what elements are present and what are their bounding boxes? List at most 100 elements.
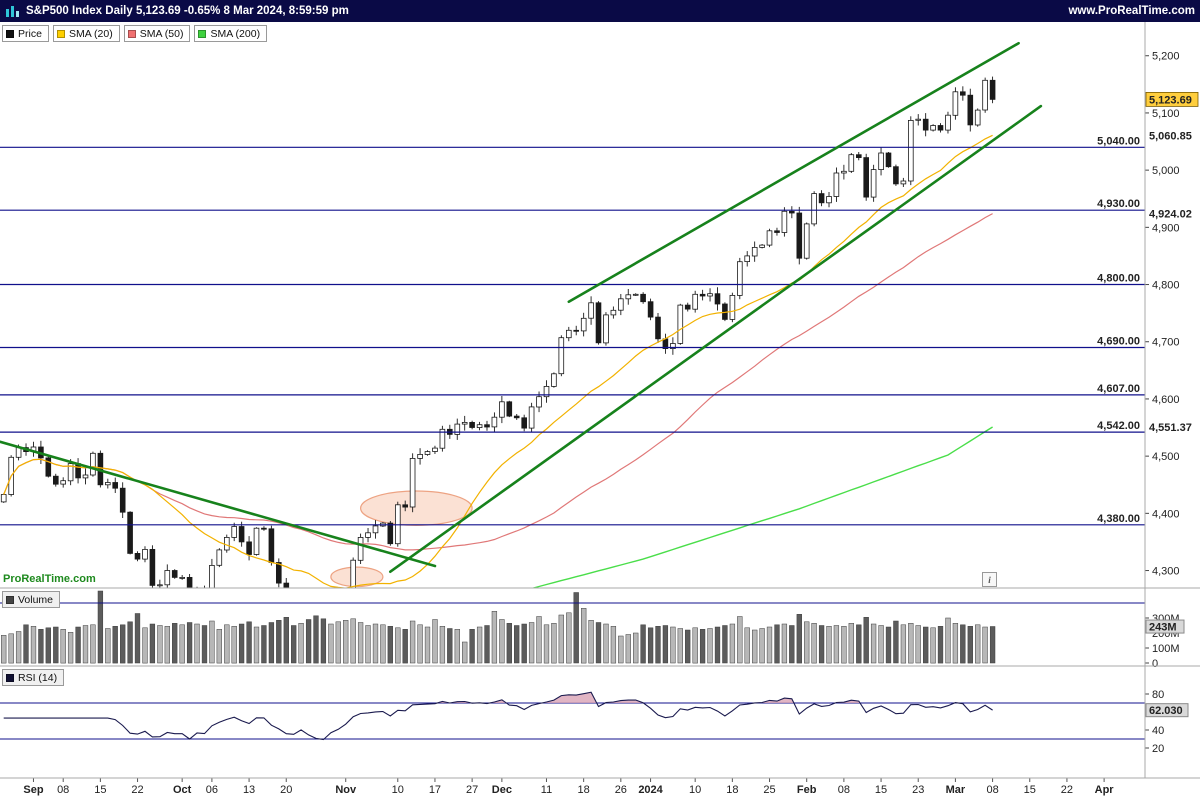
svg-text:0: 0 [1152, 658, 1158, 670]
svg-text:15: 15 [1024, 784, 1036, 796]
legend-sma200[interactable]: SMA (200) [194, 25, 268, 42]
candles-layer [0, 76, 996, 588]
level-label: 4,690.00 [1097, 336, 1140, 348]
svg-text:22: 22 [1061, 784, 1073, 796]
svg-text:10: 10 [392, 784, 404, 796]
level-label: 4,542.00 [1097, 420, 1140, 432]
svg-text:Apr: Apr [1095, 784, 1115, 796]
rsi-legend-label: RSI (14) [18, 671, 58, 684]
svg-text:4,800: 4,800 [1152, 280, 1180, 292]
website-link[interactable]: www.ProRealTime.com [1068, 5, 1195, 17]
rsi-swatch-icon [6, 673, 14, 682]
svg-text:15: 15 [94, 784, 106, 796]
highlight-ellipse [360, 490, 473, 526]
rsi-axis[interactable]: 80 40 20 62.030 [1145, 689, 1189, 755]
level-label: 4,380.00 [1097, 513, 1140, 525]
svg-text:4,300: 4,300 [1152, 566, 1180, 578]
svg-text:4,900: 4,900 [1152, 222, 1180, 234]
svg-text:20: 20 [280, 784, 292, 796]
svg-text:100M: 100M [1152, 643, 1180, 655]
volume-legend[interactable]: Volume [2, 591, 61, 608]
channel-upper-line [567, 41, 1020, 304]
sma-lines-layer [3, 134, 993, 588]
sma20-swatch-icon [56, 29, 65, 38]
current-volume-tag [1145, 619, 1185, 634]
legend-sma20-label: SMA (20) [68, 27, 113, 40]
svg-text:13: 13 [243, 784, 255, 796]
price-axis[interactable]: 5,200 5,100 5,000 4,900 4,800 4,700 4,600 4,500… [1145, 51, 1199, 578]
svg-text:5,100: 5,100 [1152, 108, 1180, 120]
level-label: 4,930.00 [1097, 198, 1140, 210]
top-bar: S&P500 Index Daily 5,123.69 -0.65% 8 Mar… [0, 0, 1200, 22]
svg-text:5,123.69: 5,123.69 [1149, 94, 1192, 106]
info-icon[interactable]: i [982, 572, 997, 587]
legend-price[interactable]: Price [2, 25, 49, 42]
volume-legend-label: Volume [18, 593, 54, 606]
rsi-legend[interactable]: RSI (14) [2, 669, 65, 686]
last-price-tag [1145, 92, 1199, 107]
svg-text:11: 11 [541, 784, 552, 796]
svg-text:Nov: Nov [335, 784, 357, 796]
svg-text:18: 18 [726, 784, 738, 796]
levels-layer[interactable]: 5,040.00 4,930.00 4,800.00 4,690.00 4,607.00… [0, 135, 1145, 526]
price-legend: Price SMA (20) SMA (50) SMA (200) [2, 25, 268, 42]
downtrend-line [0, 440, 437, 568]
instrument-title: S&P500 Index Daily 5,123.69 -0.65% 8 Mar… [26, 5, 349, 17]
svg-text:15: 15 [875, 784, 887, 796]
svg-text:08: 08 [986, 784, 998, 796]
pane-borders [0, 22, 1200, 779]
trendlines-layer[interactable] [0, 41, 1043, 574]
svg-text:20: 20 [1152, 743, 1164, 755]
legend-sma20[interactable]: SMA (20) [52, 25, 120, 42]
highlight-ellipse [330, 566, 384, 588]
sma200-swatch-icon [198, 29, 207, 38]
chart-canvas[interactable]: 5,040.00 4,930.00 4,800.00 4,690.00 4,607.00… [0, 22, 1200, 800]
indicator-value-tag: 4,551.37 [1149, 422, 1192, 434]
svg-text:Feb: Feb [797, 784, 817, 796]
current-rsi-tag [1145, 703, 1189, 718]
svg-text:4,700: 4,700 [1152, 337, 1180, 349]
legend-sma50[interactable]: SMA (50) [123, 25, 191, 42]
svg-text:5,000: 5,000 [1152, 165, 1180, 177]
svg-text:Mar: Mar [946, 784, 966, 796]
svg-text:2024: 2024 [638, 784, 663, 796]
svg-text:5,200: 5,200 [1152, 51, 1180, 63]
svg-text:06: 06 [206, 784, 218, 796]
legend-sma200-label: SMA (200) [210, 27, 261, 40]
svg-text:17: 17 [429, 784, 441, 796]
svg-text:18: 18 [578, 784, 590, 796]
svg-text:08: 08 [57, 784, 69, 796]
rsi-layer [0, 691, 1145, 741]
chart-area[interactable]: 5,040.00 4,930.00 4,800.00 4,690.00 4,607.00… [0, 22, 1200, 800]
legend-sma50-label: SMA (50) [139, 27, 184, 40]
x-axis[interactable]: Sep 08 15 22 Oct 06 13 20 Nov 10 17 27 Dec 11 18 26 2024… [23, 778, 1114, 796]
svg-text:08: 08 [838, 784, 850, 796]
level-label: 4,607.00 [1097, 383, 1140, 395]
level-label: 5,040.00 [1097, 135, 1140, 147]
volume-layer [0, 590, 1145, 664]
indicator-value-tag: 4,924.02 [1149, 209, 1192, 221]
svg-text:10: 10 [689, 784, 701, 796]
svg-text:80: 80 [1152, 689, 1164, 701]
svg-text:243M: 243M [1149, 622, 1177, 634]
annotations-layer[interactable] [330, 490, 473, 588]
svg-text:Sep: Sep [23, 784, 43, 796]
svg-text:26: 26 [615, 784, 627, 796]
svg-text:27: 27 [466, 784, 478, 796]
volume-swatch-icon [6, 595, 14, 604]
price-swatch-icon [6, 29, 14, 38]
sma50-swatch-icon [127, 29, 136, 38]
svg-text:Oct: Oct [173, 784, 192, 796]
svg-text:23: 23 [912, 784, 924, 796]
svg-text:4,500: 4,500 [1152, 451, 1180, 463]
svg-text:22: 22 [131, 784, 143, 796]
prorealtime-watermark: ProRealTime.com [3, 573, 96, 585]
channel-lower-line [388, 104, 1043, 574]
svg-text:25: 25 [763, 784, 775, 796]
svg-text:4,400: 4,400 [1152, 508, 1180, 520]
indicator-value-tag: 5,060.85 [1149, 130, 1192, 142]
level-label: 4,800.00 [1097, 273, 1140, 285]
svg-text:40: 40 [1152, 725, 1164, 737]
